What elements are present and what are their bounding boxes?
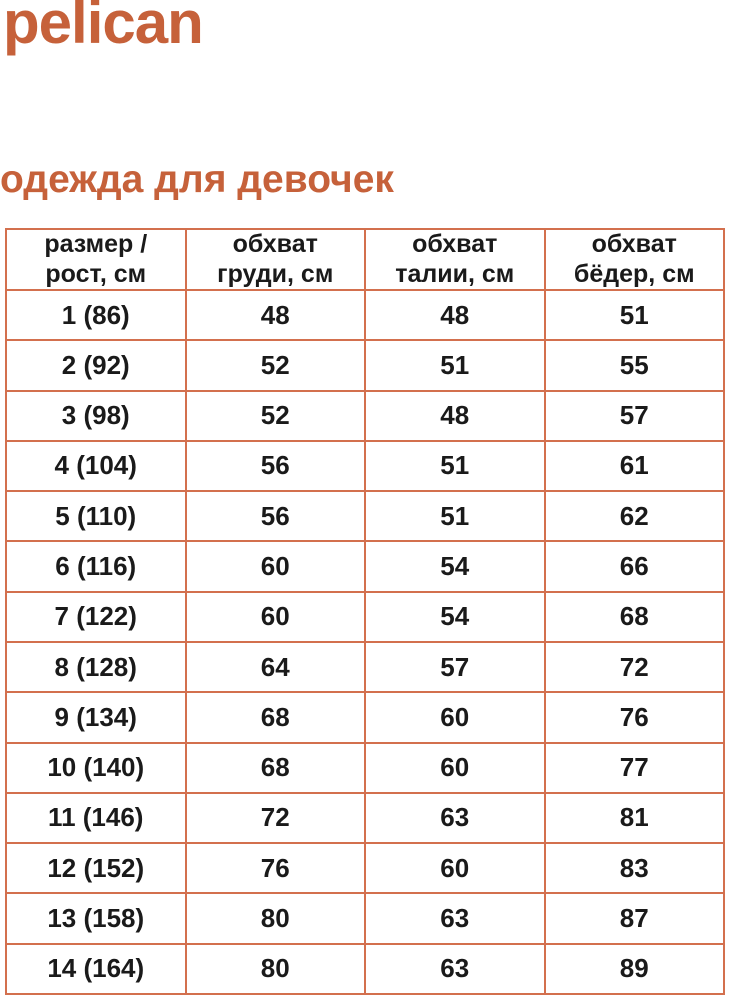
size-cell: 7 (122): [5, 590, 187, 643]
table-row: 1 (86) 48 48 51: [5, 288, 725, 342]
table-row: 9 (134) 68 60 76: [5, 691, 725, 744]
chest-cell: 60: [184, 590, 366, 643]
size-chart-table: размер / рост, см обхват груди, см обхва…: [5, 228, 725, 996]
size-cell: 10 (140): [5, 741, 187, 794]
chest-cell: 68: [184, 741, 366, 794]
size-cell: 3 (98): [5, 389, 187, 442]
chest-cell: 76: [184, 842, 366, 895]
chest-cell: 48: [184, 288, 366, 342]
waist-cell: 54: [364, 540, 546, 593]
size-cell: 14 (164): [5, 942, 187, 996]
page-title: одежда для девочек: [0, 158, 394, 201]
hips-cell: 77: [543, 741, 725, 794]
hips-cell: 51: [543, 288, 725, 342]
size-cell: 5 (110): [5, 490, 187, 543]
table-row: 4 (104) 56 51 61: [5, 439, 725, 493]
size-cell: 11 (146): [5, 791, 187, 845]
hips-cell: 76: [543, 691, 725, 744]
chest-cell: 68: [184, 691, 366, 744]
waist-cell: 63: [364, 892, 546, 945]
hips-cell: 89: [543, 942, 725, 996]
waist-cell: 48: [364, 288, 546, 342]
header-size-height: размер / рост, см: [5, 228, 187, 291]
hips-cell: 55: [543, 339, 725, 392]
table-row: 8 (128) 64 57 72: [5, 640, 725, 694]
waist-cell: 60: [364, 741, 546, 794]
waist-cell: 48: [364, 389, 546, 442]
size-cell: 6 (116): [5, 540, 187, 593]
table-row: 6 (116) 60 54 66: [5, 540, 725, 593]
waist-cell: 60: [364, 691, 546, 744]
table-row: 14 (164) 80 63 89: [5, 942, 725, 996]
hips-cell: 66: [543, 540, 725, 593]
hips-cell: 61: [543, 439, 725, 493]
hips-cell: 68: [543, 590, 725, 643]
size-cell: 2 (92): [5, 339, 187, 392]
waist-cell: 51: [364, 439, 546, 493]
hips-cell: 83: [543, 842, 725, 895]
waist-cell: 63: [364, 791, 546, 845]
brand-logo: pelican: [3, 0, 204, 56]
waist-cell: 51: [364, 490, 546, 543]
chest-cell: 56: [184, 439, 366, 493]
table-row: 2 (92) 52 51 55: [5, 339, 725, 392]
size-cell: 13 (158): [5, 892, 187, 945]
header-waist: обхват талии, см: [364, 228, 546, 291]
waist-cell: 51: [364, 339, 546, 392]
size-cell: 8 (128): [5, 640, 187, 694]
waist-cell: 54: [364, 590, 546, 643]
header-chest: обхват груди, см: [184, 228, 366, 291]
table-row: 13 (158) 80 63 87: [5, 892, 725, 945]
chest-cell: 64: [184, 640, 366, 694]
hips-cell: 87: [543, 892, 725, 945]
table-header: размер / рост, см обхват груди, см обхва…: [5, 228, 725, 291]
table-header-row: размер / рост, см обхват груди, см обхва…: [5, 228, 725, 291]
table-row: 3 (98) 52 48 57: [5, 389, 725, 442]
table-row: 7 (122) 60 54 68: [5, 590, 725, 643]
hips-cell: 72: [543, 640, 725, 694]
size-cell: 12 (152): [5, 842, 187, 895]
chest-cell: 80: [184, 892, 366, 945]
waist-cell: 63: [364, 942, 546, 996]
waist-cell: 60: [364, 842, 546, 895]
chest-cell: 52: [184, 339, 366, 392]
table-row: 10 (140) 68 60 77: [5, 741, 725, 794]
table-row: 11 (146) 72 63 81: [5, 791, 725, 845]
chest-cell: 60: [184, 540, 366, 593]
chest-cell: 80: [184, 942, 366, 996]
header-hips: обхват бёдер, см: [543, 228, 725, 291]
chest-cell: 72: [184, 791, 366, 845]
waist-cell: 57: [364, 640, 546, 694]
size-cell: 4 (104): [5, 439, 187, 493]
size-cell: 9 (134): [5, 691, 187, 744]
size-cell: 1 (86): [5, 288, 187, 342]
table-row: 5 (110) 56 51 62: [5, 490, 725, 543]
hips-cell: 57: [543, 389, 725, 442]
chest-cell: 56: [184, 490, 366, 543]
table-body: 1 (86) 48 48 51 2 (92) 52 51 55 3 (98) 5…: [5, 288, 725, 996]
hips-cell: 62: [543, 490, 725, 543]
table-row: 12 (152) 76 60 83: [5, 842, 725, 895]
chest-cell: 52: [184, 389, 366, 442]
hips-cell: 81: [543, 791, 725, 845]
